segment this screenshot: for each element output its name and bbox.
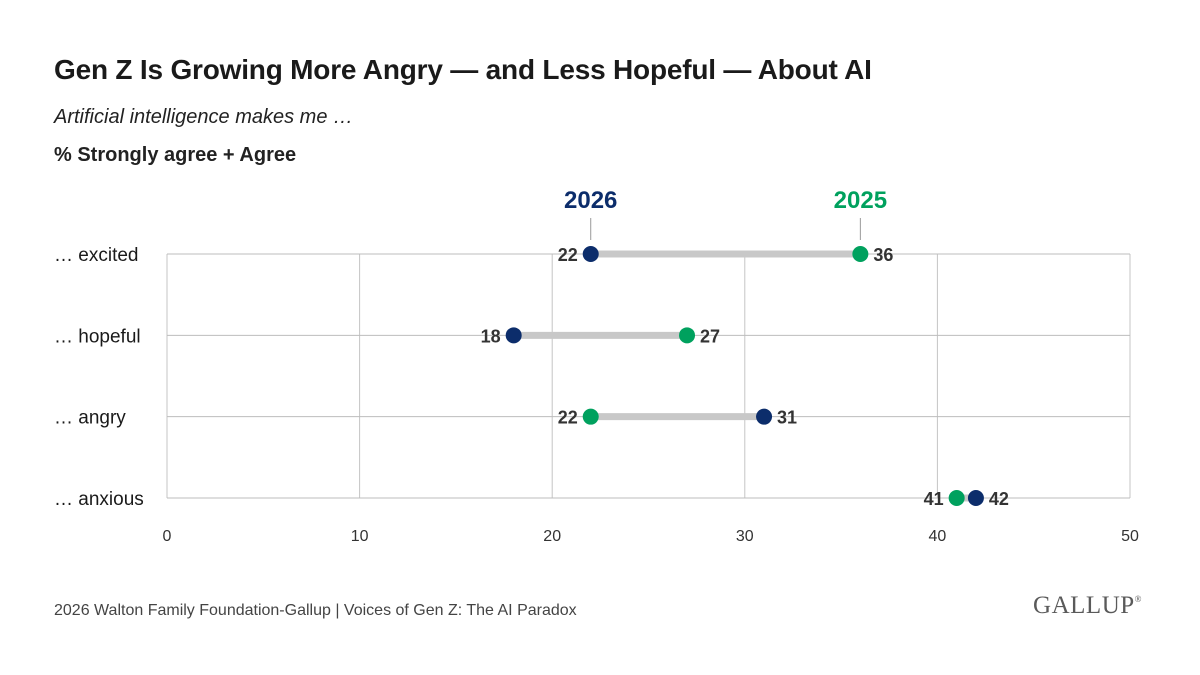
value-label: 36 [873, 245, 893, 265]
x-tick-label: 50 [1121, 528, 1139, 545]
value-label: 31 [777, 408, 797, 428]
category-label: … angry [54, 408, 126, 429]
value-label: 42 [989, 489, 1009, 509]
logo-registered-mark: ® [1134, 594, 1142, 604]
category-label: … anxious [54, 489, 144, 510]
dot-2026 [505, 327, 522, 344]
gallup-logo: GALLUP® [1033, 592, 1142, 620]
dot-2026 [967, 490, 984, 506]
x-tick-label: 10 [351, 528, 369, 545]
value-label: 18 [481, 326, 501, 346]
chart-title: Gen Z Is Growing More Angry — and Less H… [54, 54, 872, 85]
value-label: 27 [700, 326, 720, 346]
category-label: … excited [54, 245, 138, 266]
chart-subtitle: Artificial intelligence makes me … [54, 106, 353, 128]
series-label-2026: 2026 [564, 187, 617, 214]
x-tick-label: 20 [543, 528, 561, 545]
dot-2026 [756, 408, 773, 425]
category-label: … hopeful [54, 326, 141, 347]
measure-label: % Strongly agree + Agree [54, 144, 297, 166]
x-tick-label: 40 [929, 528, 947, 545]
dot-2025 [852, 246, 869, 262]
dot-2026 [582, 246, 599, 262]
series-label-2025: 2025 [834, 187, 887, 214]
value-label: 22 [558, 408, 578, 428]
source-note: 2026 Walton Family Foundation-Gallup | V… [54, 602, 577, 619]
value-label: 41 [924, 489, 944, 509]
dot-2025 [582, 408, 599, 425]
logo-text: GALLUP [1033, 592, 1135, 619]
dot-2025 [948, 490, 965, 506]
x-tick-label: 30 [736, 528, 754, 545]
dot-2025 [679, 327, 696, 344]
value-label: 22 [558, 245, 578, 265]
x-tick-label: 0 [163, 528, 172, 545]
